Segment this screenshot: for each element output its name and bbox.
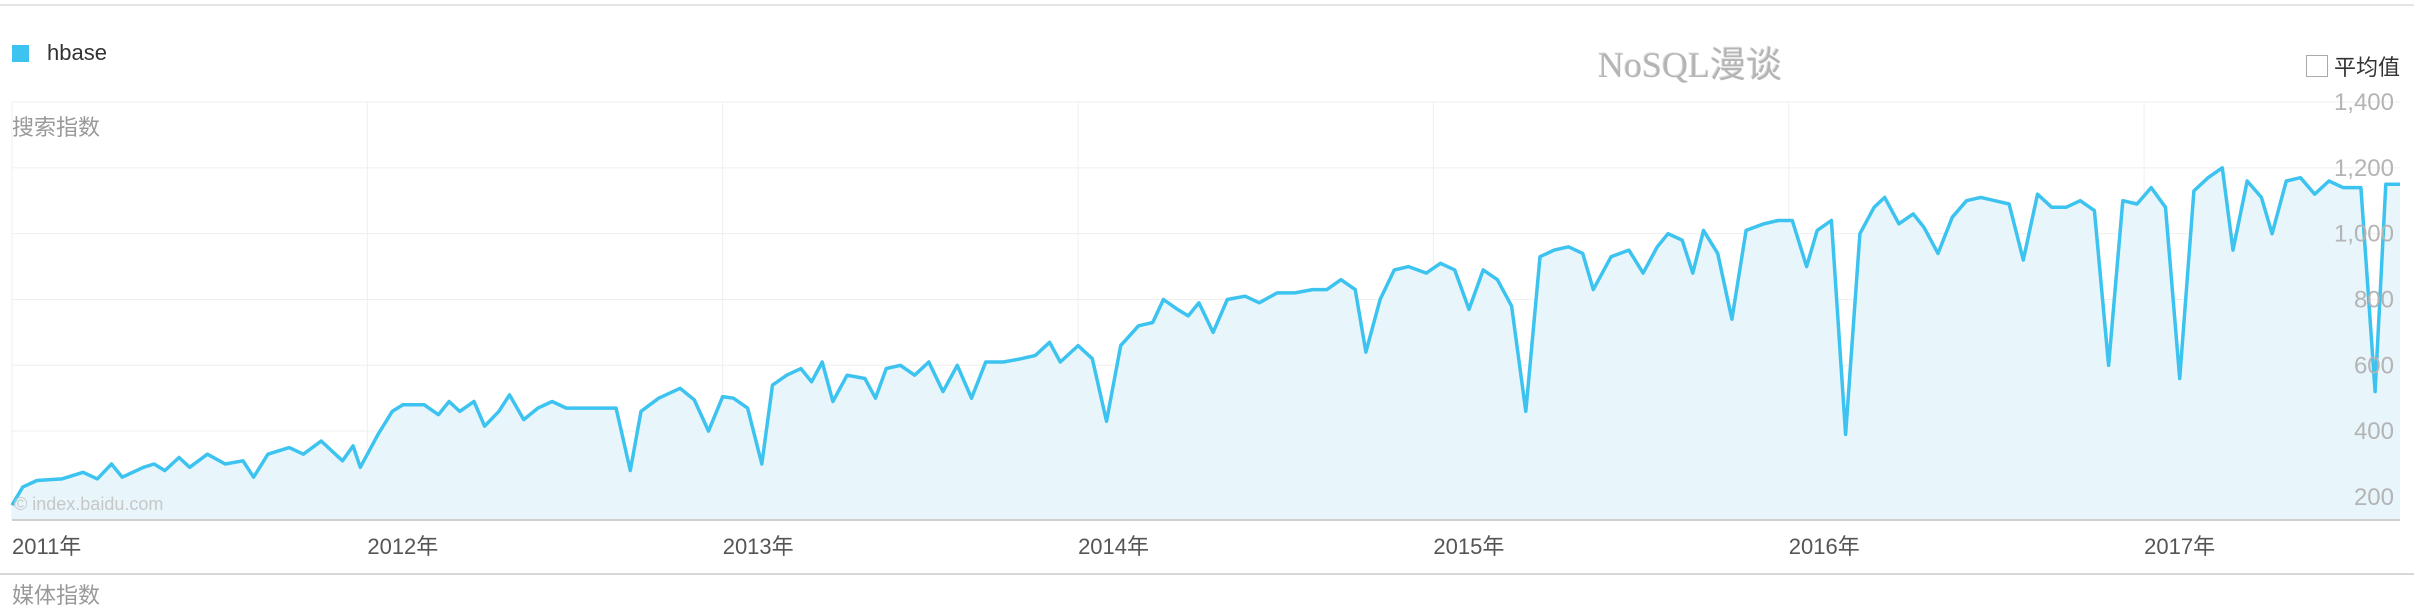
series-area-hbase xyxy=(12,168,2400,520)
x-tick-label-5: 2016年 xyxy=(1789,534,1860,559)
metric-label: 搜索指数 xyxy=(12,110,100,142)
x-tick-label-0: 2011年 xyxy=(12,534,81,559)
x-tick-label-3: 2014年 xyxy=(1078,534,1149,559)
y-tick-label-1: 1,200 xyxy=(2334,155,2394,182)
x-tick-label-2: 2013年 xyxy=(723,534,794,559)
x-tick-label-4: 2015年 xyxy=(1433,534,1504,559)
trend-chart: 1,400 1,200 1,000 800 600 400 200 2011年 2012年 201… xyxy=(0,0,2414,588)
media-index-label: 媒体指数 xyxy=(12,578,100,610)
x-tick-label-6: 2017年 xyxy=(2144,534,2215,559)
x-tick-label-1: 2012年 xyxy=(367,534,438,559)
y-tick-label-0: 1,400 xyxy=(2334,89,2394,116)
y-tick-label-3: 800 xyxy=(2354,286,2394,313)
y-tick-label-2: 1,000 xyxy=(2334,221,2394,248)
bottom-divider xyxy=(0,573,2414,575)
y-tick-label-4: 600 xyxy=(2354,352,2394,379)
y-tick-label-6: 200 xyxy=(2354,484,2394,511)
source-watermark: © index.baidu.com xyxy=(14,494,163,514)
y-tick-label-5: 400 xyxy=(2354,418,2394,445)
